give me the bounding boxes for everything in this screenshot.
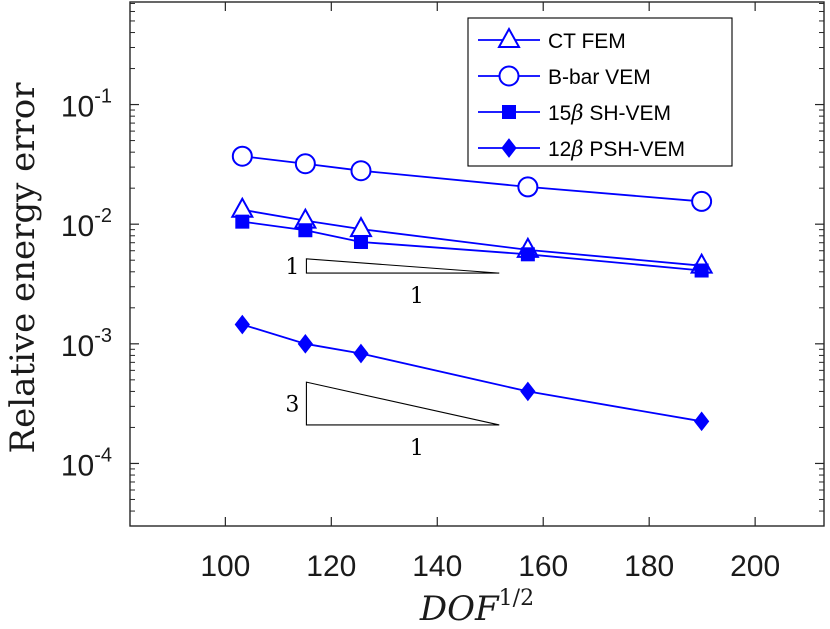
legend-entry-label: 12β PSH-VEM	[548, 137, 685, 161]
data-point	[297, 334, 313, 354]
x-axis-label: DOF1/2	[419, 586, 534, 629]
data-point	[694, 263, 709, 278]
y-tick-label: 10-2	[61, 205, 112, 243]
data-point	[235, 214, 250, 229]
data-point	[520, 247, 535, 262]
data-point	[520, 381, 536, 402]
data-point	[353, 234, 368, 249]
slope-triangle-1	[305, 258, 500, 274]
legend-marker	[498, 65, 520, 87]
slope-run-label: 1	[410, 436, 424, 461]
x-tick-label: 180	[624, 550, 674, 583]
data-point	[691, 190, 713, 212]
y-tick-label: 10-1	[61, 86, 112, 124]
data-point	[298, 223, 313, 238]
x-tick-label: 120	[306, 550, 356, 583]
data-point	[349, 216, 373, 238]
legend-entry-label: 15β SH-VEM	[548, 101, 671, 125]
legend-marker	[502, 105, 516, 119]
x-tick-label: 200	[730, 550, 780, 583]
data-point	[234, 314, 250, 335]
data-point	[350, 160, 372, 182]
x-tick-label: 140	[412, 550, 462, 583]
slope-triangle-2	[305, 381, 500, 426]
data-point	[517, 176, 539, 198]
y-tick-label: 10-3	[61, 325, 112, 363]
slope-rise-label: 1	[285, 255, 299, 280]
series-line	[242, 208, 702, 267]
data-point	[693, 411, 710, 432]
series-4	[234, 314, 710, 432]
data-point	[294, 153, 316, 175]
y-tick-label: 10-4	[61, 444, 112, 482]
slope-triangles-layer: 1 1 3 1	[285, 255, 500, 461]
series-line	[242, 323, 702, 423]
plot-box	[129, 1, 825, 527]
y-axis-label: Relative energy error	[3, 82, 43, 454]
series-3	[235, 214, 709, 278]
slope-rise-label: 3	[285, 393, 299, 418]
legend-marker	[497, 26, 521, 48]
legend-entry-label: CT FEM	[548, 30, 626, 53]
legend-marker	[501, 138, 517, 158]
series-layer	[230, 145, 714, 432]
x-tick-label: 160	[518, 550, 568, 583]
data-point	[231, 145, 253, 167]
axis-labels-layer: DOF1/2 Relative energy error	[3, 82, 534, 629]
x-tick-label: 100	[200, 550, 250, 583]
slope-run-label: 1	[410, 284, 424, 309]
legend: CT FEM B-bar VEM 15β SH-VEM 12β PSH-VEM	[467, 17, 733, 167]
axes-layer: 100 120 140 160 180 200 10-1 10-2 10-3 10-4	[61, 1, 825, 583]
series-2	[231, 145, 713, 212]
data-point	[353, 343, 369, 364]
legend-entry-label: B-bar VEM	[548, 66, 651, 89]
data-point	[230, 196, 255, 218]
